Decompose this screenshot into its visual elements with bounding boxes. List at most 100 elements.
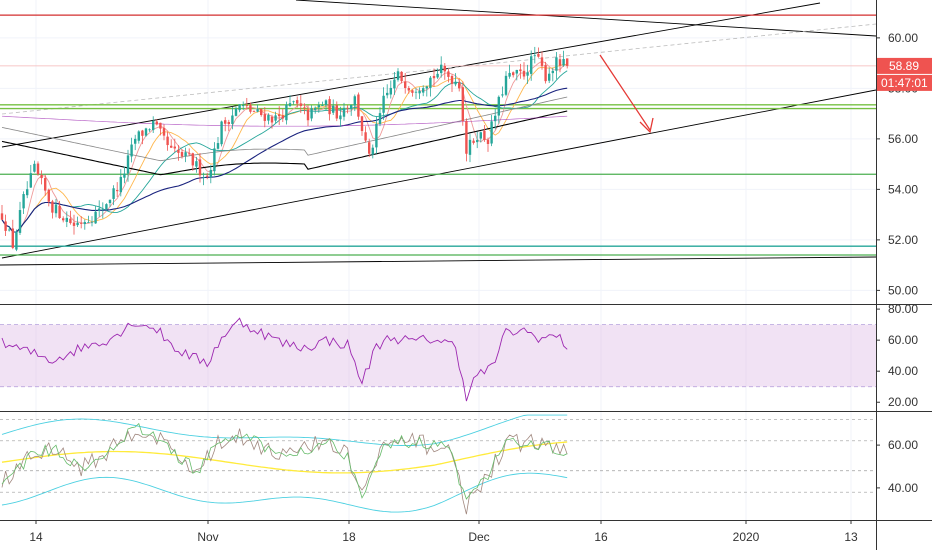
candle-body [357, 94, 360, 117]
candle [526, 64, 529, 84]
candle [476, 131, 479, 149]
candle [44, 174, 47, 196]
candle-body [105, 204, 108, 210]
candle [220, 120, 223, 147]
candle [105, 203, 108, 211]
candle [47, 188, 50, 207]
candle-body [396, 71, 400, 80]
candle-body [62, 218, 65, 221]
candle [555, 51, 558, 80]
candle-body [80, 223, 83, 224]
candle [26, 181, 29, 199]
candle-body [195, 161, 198, 167]
candle [310, 105, 313, 122]
candle-body [386, 92, 389, 96]
candle [80, 216, 83, 229]
candle-body [285, 104, 288, 121]
candle-body [332, 105, 335, 113]
candle-body [36, 163, 40, 175]
grid-layer [0, 0, 876, 520]
candle [90, 216, 94, 227]
descending-trendline [295, 0, 877, 37]
candle [260, 108, 263, 117]
candle [530, 50, 533, 81]
candle-body [249, 104, 252, 112]
candle-body [450, 75, 454, 84]
candle [159, 122, 162, 136]
candle-body [497, 96, 500, 116]
candle [501, 86, 504, 98]
candle-body [306, 109, 310, 121]
candle [281, 108, 284, 123]
candle [432, 68, 436, 87]
candle-body [476, 140, 479, 143]
candle [155, 119, 158, 126]
candle [407, 85, 410, 94]
candle-body [11, 228, 14, 248]
candle [191, 152, 194, 171]
price-panel [0, 0, 877, 266]
candle-body [404, 81, 407, 88]
candle [332, 99, 335, 115]
candle [152, 116, 155, 133]
candle [263, 107, 266, 128]
candle [364, 126, 367, 143]
x-tick-label: 13 [844, 530, 858, 544]
candle-body [206, 175, 209, 177]
candle [252, 110, 256, 113]
candle-body [15, 231, 18, 250]
y-tick-label: 60.00 [888, 333, 918, 347]
candle [450, 74, 454, 93]
candle [126, 149, 130, 182]
candle-body [44, 178, 47, 191]
candle-body [461, 87, 464, 122]
candle [36, 161, 40, 176]
candle [170, 139, 173, 148]
candle-body [494, 115, 497, 122]
y-tick-label: 60.00 [888, 438, 918, 452]
candle [249, 102, 252, 114]
candle [134, 134, 137, 151]
candle [512, 71, 515, 78]
candle [69, 210, 72, 225]
candle-body [112, 188, 115, 199]
candle [119, 169, 122, 197]
candle-body [371, 147, 374, 155]
candle-body [130, 144, 133, 157]
candle-body [342, 107, 346, 117]
candle [108, 199, 112, 208]
candle-body [339, 115, 342, 120]
candle-body [393, 79, 396, 89]
candle [479, 131, 482, 143]
candle-body [299, 103, 302, 107]
candle-body [170, 145, 173, 148]
candle [288, 95, 292, 107]
candle-body [144, 128, 148, 136]
candle-body [202, 177, 205, 178]
last-price-bg [877, 57, 932, 74]
candle [350, 104, 353, 116]
candle [231, 107, 234, 130]
candle-body [29, 173, 32, 188]
candle [342, 102, 346, 121]
candle-body [22, 194, 25, 209]
candle-body [94, 211, 97, 224]
candle [533, 46, 536, 64]
candle-body [472, 140, 475, 143]
candle-body [134, 138, 137, 144]
candle-body [184, 152, 187, 157]
candle [256, 104, 259, 113]
candle [360, 116, 364, 136]
candle [497, 95, 500, 124]
candle [382, 87, 385, 120]
candle [227, 119, 230, 132]
candle [166, 131, 169, 151]
candle-body [90, 221, 94, 223]
stoch-mid-line [1, 441, 568, 474]
candle-body [310, 108, 313, 119]
candle-body [350, 104, 353, 110]
candle [566, 58, 569, 69]
